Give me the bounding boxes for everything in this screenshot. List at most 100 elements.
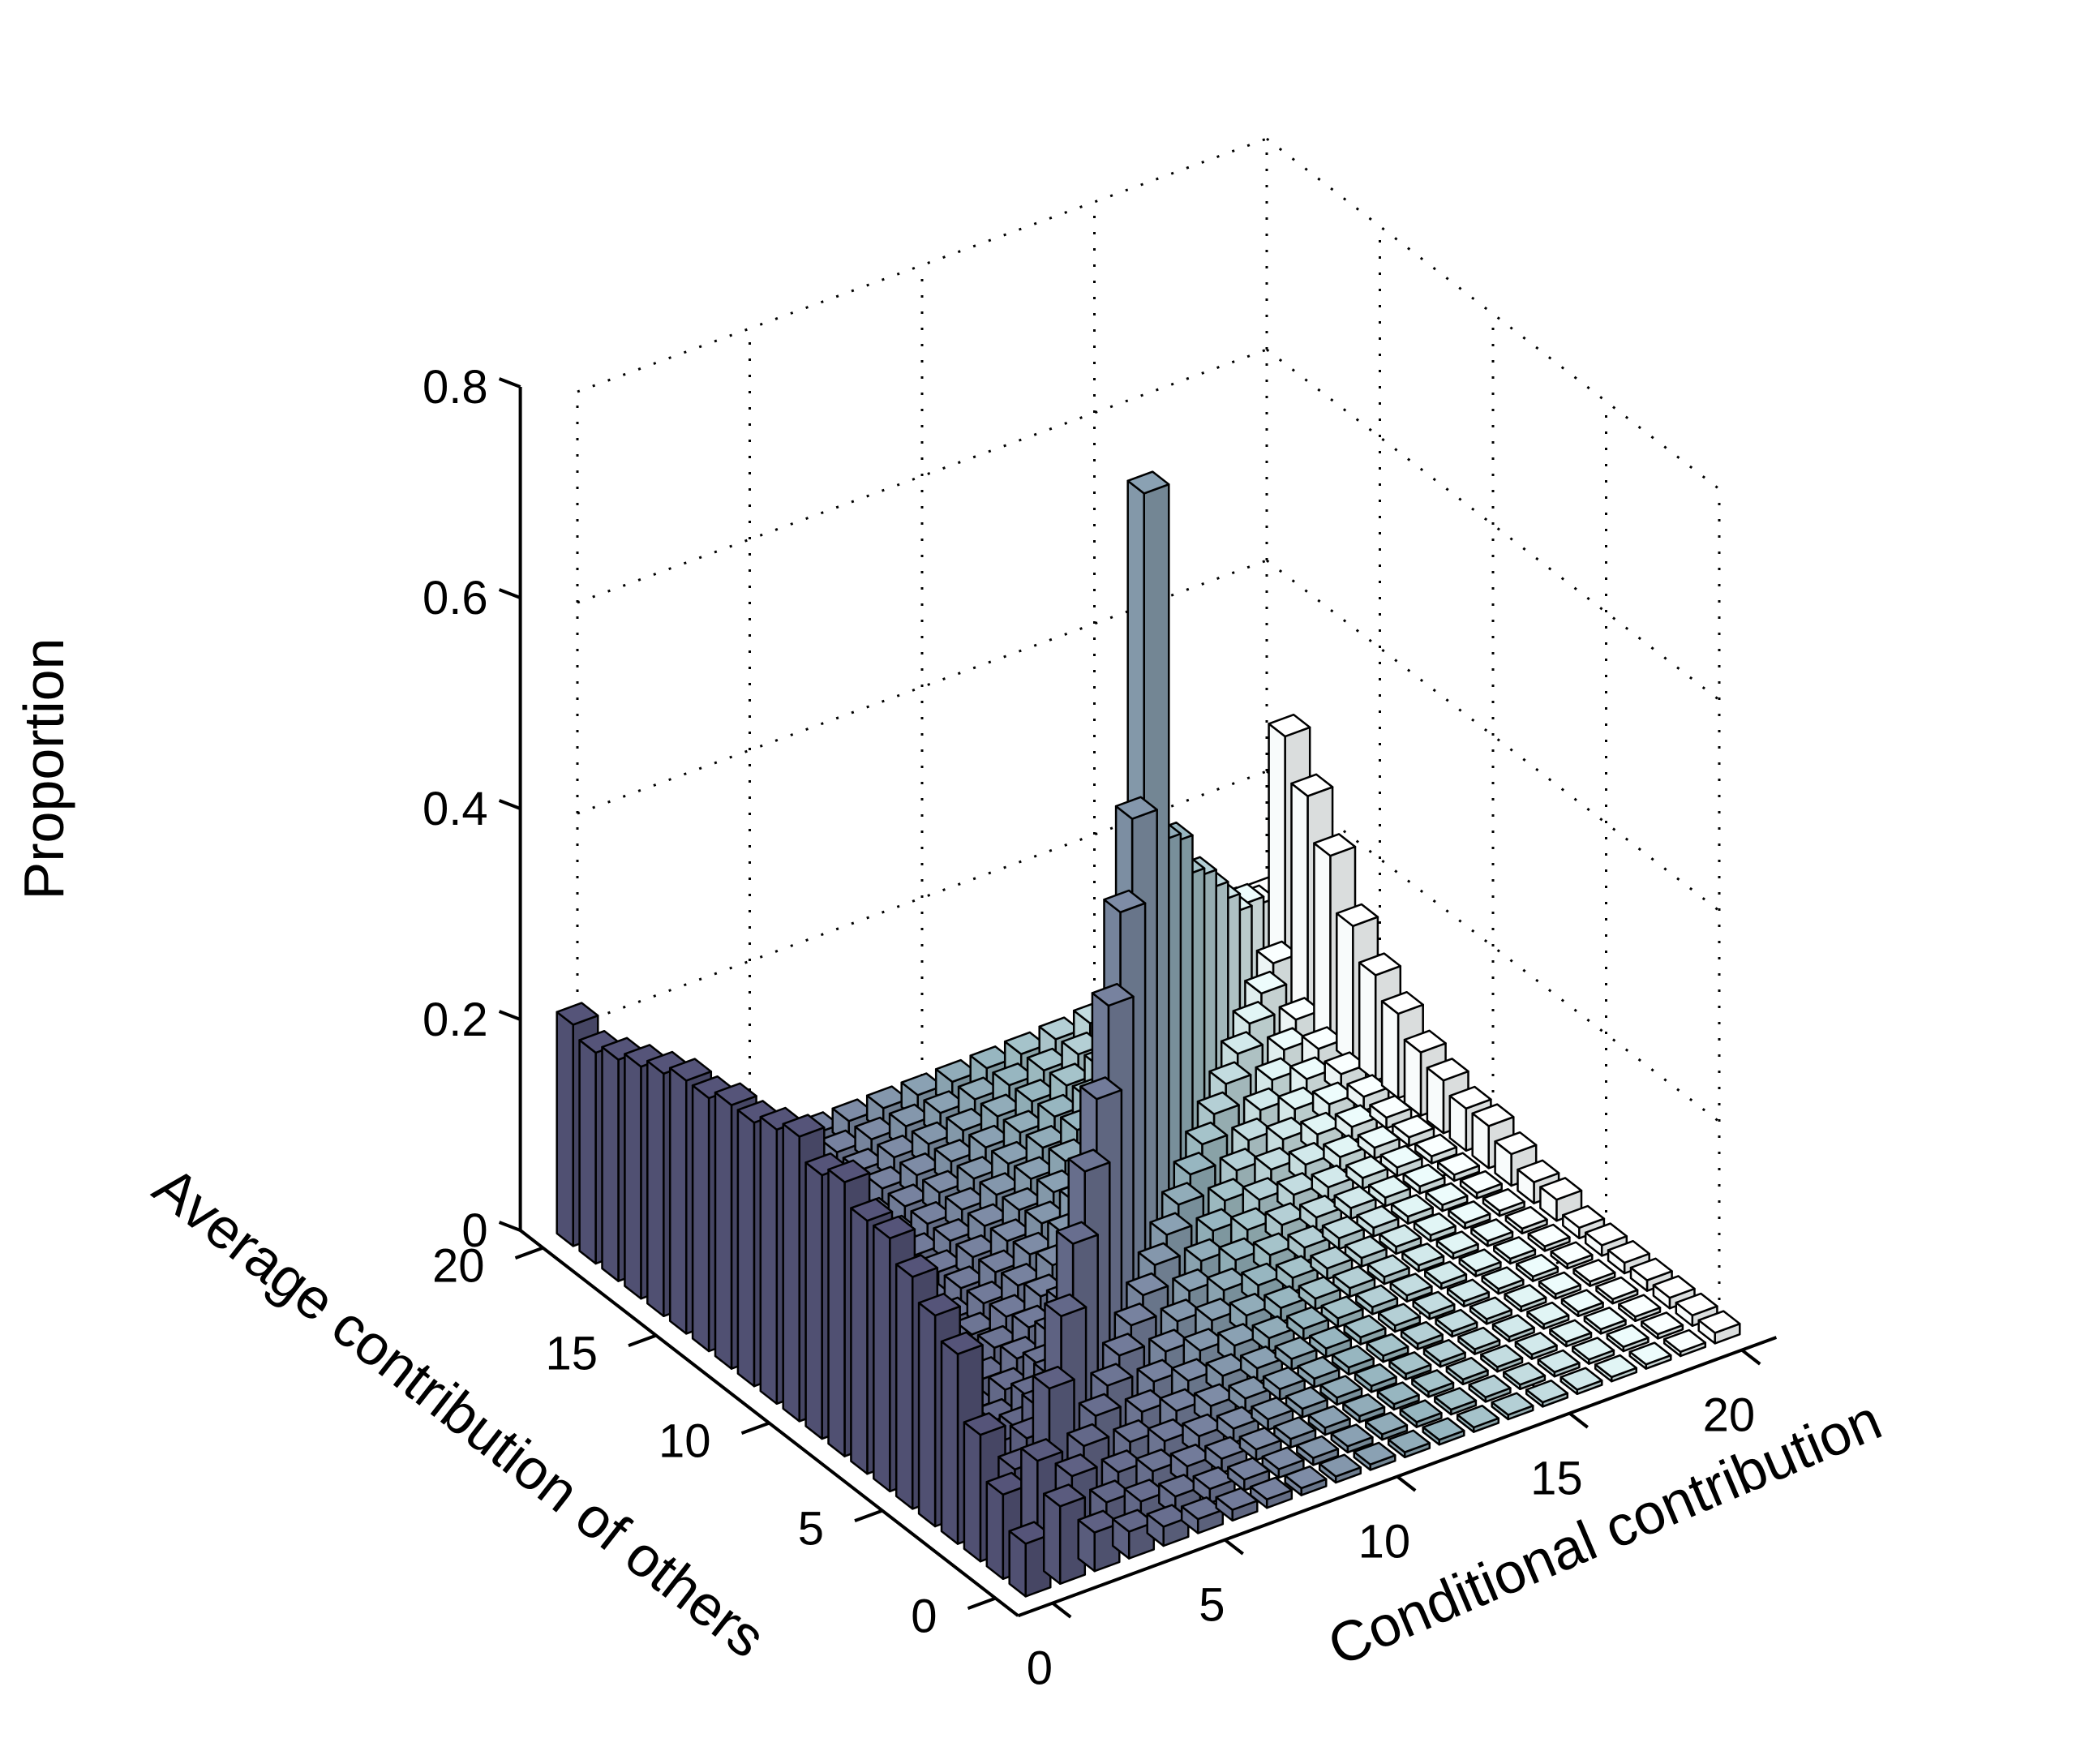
bar-top-face — [1229, 1207, 1274, 1231]
bar-top-face — [1572, 1337, 1615, 1361]
bar-top-face — [1345, 1155, 1389, 1179]
bar-side-face — [1336, 912, 1354, 1065]
bar-top-face — [1595, 1276, 1639, 1301]
bar-top-face — [1491, 1392, 1534, 1416]
bar-top-face — [1436, 1152, 1481, 1176]
x-tick-2 — [1396, 1475, 1417, 1492]
bar-top-face — [967, 1203, 1010, 1227]
bar-top-face — [1434, 1387, 1478, 1411]
y-tick-3 — [628, 1333, 657, 1347]
bar-top-face — [1310, 1245, 1354, 1270]
bar-top-face — [1114, 796, 1158, 820]
bar-top-face — [1002, 1109, 1046, 1134]
bar-17-1 — [1572, 1337, 1615, 1365]
z-tick-2 — [498, 799, 521, 810]
bar-top-face — [1286, 1306, 1330, 1330]
bar-16-3 — [1491, 1314, 1535, 1343]
bar-top-face — [1238, 1427, 1282, 1451]
bar-19-4 — [1572, 1259, 1616, 1287]
bar-top-face — [1217, 1323, 1261, 1347]
bar-top-face — [1493, 1236, 1537, 1260]
bar-top-face — [1185, 1121, 1229, 1146]
bar-top-face — [1539, 1177, 1583, 1201]
bar-top-face — [1242, 1087, 1286, 1112]
bar-top-face — [991, 1140, 1035, 1165]
bar-top-face — [1629, 1257, 1673, 1281]
bar-15-6 — [1389, 1273, 1433, 1303]
bar-top-face — [1159, 1388, 1203, 1412]
bar-top-face — [850, 1198, 894, 1222]
bar-top-face — [1227, 1457, 1271, 1481]
bar-top-face — [1458, 1248, 1502, 1273]
bar-16-4 — [1469, 1296, 1512, 1325]
bar-17-4 — [1504, 1284, 1547, 1313]
bar-17-2 — [1549, 1319, 1593, 1348]
bar-top-face — [1379, 1224, 1422, 1248]
bar-top-face — [888, 1103, 932, 1127]
bar-14-7 — [1332, 1265, 1376, 1298]
bar-top-face — [1273, 1416, 1317, 1440]
bar-top-face — [854, 1116, 898, 1141]
bar-top-face — [1297, 1355, 1341, 1380]
bar-top-face — [956, 1156, 1000, 1180]
bar-top-face — [1219, 1148, 1263, 1172]
bar-top-face — [1298, 1195, 1343, 1219]
bar-top-face — [1482, 1187, 1525, 1212]
bar-top-face — [1358, 952, 1402, 976]
bar-12-6 — [1286, 1306, 1330, 1341]
y-tick-label: 10 — [659, 1415, 711, 1468]
bar-14-8 — [1310, 1245, 1354, 1281]
bar-top-face — [1514, 1332, 1558, 1356]
bar-17-0 — [1594, 1354, 1638, 1383]
bar-top-face — [831, 1098, 875, 1122]
bar-top-face — [1422, 1338, 1466, 1363]
bar-top-face — [1559, 1367, 1603, 1391]
bar-top-face — [1254, 1147, 1298, 1171]
bar-side-face — [1042, 1492, 1062, 1586]
bar-top-face — [1517, 1159, 1560, 1183]
z-tick-label: 0.6 — [423, 572, 488, 624]
x-axis-line — [1017, 1336, 1778, 1618]
bar-top-face — [1241, 1262, 1285, 1287]
bar-top-face — [1251, 1315, 1295, 1340]
bar-top-face — [1275, 1255, 1319, 1279]
bar-top-face — [1457, 1326, 1501, 1350]
bar-top-face — [873, 1215, 916, 1240]
bar-top-face — [1527, 1223, 1571, 1248]
bar-side-face — [873, 1224, 891, 1493]
bar-8-0 — [1284, 1465, 1328, 1496]
bar-top-face — [934, 1058, 979, 1084]
bar-3-0 — [1111, 1509, 1156, 1560]
bar-top-face — [1277, 1086, 1321, 1110]
bar-top-face — [917, 1292, 961, 1317]
bar-top-face — [992, 1062, 1036, 1087]
bar-top-face — [1435, 1230, 1479, 1255]
bar-16-0 — [1559, 1367, 1603, 1396]
bar-7-1 — [1227, 1457, 1271, 1491]
bar-top-face — [1402, 1163, 1446, 1188]
bar-side-face — [1358, 961, 1377, 1082]
bar-top-face — [1148, 1328, 1192, 1353]
bar-top-face — [899, 1152, 943, 1177]
bar-18-13 — [1334, 1104, 1378, 1143]
bar-side-face — [940, 1340, 959, 1545]
bar-top-face — [1090, 1363, 1134, 1387]
x-tick-0 — [1051, 1602, 1072, 1619]
bar-top-face — [1013, 1156, 1058, 1180]
bar-top-face — [1008, 1521, 1052, 1545]
bar-18-9 — [1425, 1182, 1469, 1212]
y-tick-0 — [967, 1596, 997, 1610]
bar-6-0 — [1215, 1487, 1259, 1522]
bar-11-3 — [1319, 1375, 1363, 1406]
bar-9-2 — [1273, 1416, 1317, 1449]
bar-13-2 — [1411, 1369, 1455, 1398]
bar-top-face — [1123, 1479, 1167, 1503]
bar-side-face — [1313, 842, 1332, 1047]
bar-top-face — [819, 1129, 863, 1153]
bar-16-5 — [1446, 1278, 1491, 1308]
bar-top-face — [910, 1200, 954, 1225]
bar-top-face — [1300, 1111, 1344, 1136]
bar-top-face — [1389, 1273, 1433, 1297]
bar-top-face — [714, 1082, 757, 1106]
bar-top-face — [865, 1085, 910, 1109]
